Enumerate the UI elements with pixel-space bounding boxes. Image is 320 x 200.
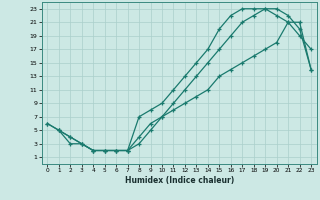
X-axis label: Humidex (Indice chaleur): Humidex (Indice chaleur) bbox=[124, 176, 234, 185]
